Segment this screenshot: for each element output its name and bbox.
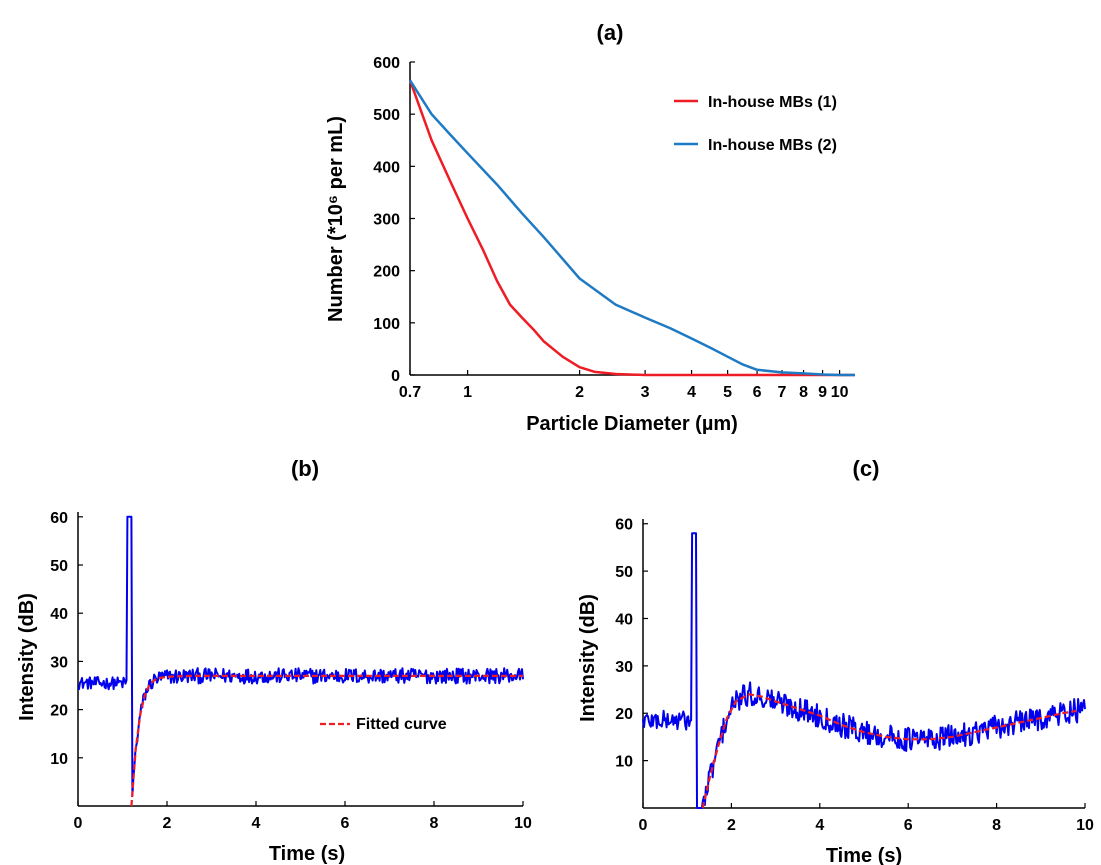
x-tick-label: 2 [727, 817, 736, 834]
x-tick-label: 3 [641, 384, 650, 401]
y-tick-label: 400 [373, 159, 400, 176]
y-tick-label: 100 [373, 316, 400, 333]
x-tick-label: 0 [74, 815, 83, 832]
panel-c: (c) Time (s) Intensity (dB) 0 2 4 6 8 10 10 20 3… [577, 456, 1094, 865]
raw-signal-line [77, 515, 524, 797]
x-tick-label: 10 [1076, 817, 1094, 834]
x-tick-label: 4 [687, 384, 696, 401]
panel-a: (a) Particle Diameter (µm) Number (*10⁶ … [325, 20, 855, 435]
x-tick-label: 6 [341, 815, 350, 832]
panel-a-label: (a) [597, 20, 624, 45]
x-tick-label: 2 [163, 815, 172, 832]
panel-b-y-axis-title: Intensity (dB) [16, 593, 38, 721]
x-tick-label: 9 [818, 384, 827, 401]
panel-c-label: (c) [853, 456, 880, 481]
y-tick-label: 500 [373, 107, 400, 124]
panel-c-plot: 0 2 4 6 8 10 10 20 30 40 50 60 [615, 517, 1094, 834]
y-tick-label: 50 [615, 564, 633, 581]
y-tick-label: 40 [615, 611, 633, 628]
y-tick-label: 300 [373, 212, 400, 229]
y-tick-label: 10 [50, 751, 68, 768]
x-tick-label: 6 [753, 384, 762, 401]
panel-b-plot: 0 2 4 6 8 10 10 20 30 40 50 60 [50, 510, 532, 832]
legend-label-series-1: In-house MBs (1) [708, 94, 837, 111]
y-tick-label: 20 [50, 703, 68, 720]
panel-a-legend: In-house MBs (1) In-house MBs (2) [674, 94, 837, 154]
x-tick-label: 8 [992, 817, 1001, 834]
panel-c-x-axis-title: Time (s) [826, 845, 902, 865]
series-line-1 [130, 674, 523, 807]
y-tick-label: 60 [50, 510, 68, 527]
x-tick-label: 8 [799, 384, 808, 401]
y-tick-label: 40 [50, 606, 68, 623]
x-tick-label: 10 [831, 384, 849, 401]
raw-signal-line [642, 532, 1086, 809]
x-tick-label: 6 [904, 817, 913, 834]
panel-b-label: (b) [291, 456, 319, 481]
panel-c-y-axis-title: Intensity (dB) [577, 594, 599, 722]
panel-a-y-axis-title: Number (*10⁶ per mL) [325, 116, 347, 322]
y-tick-label: 20 [615, 706, 633, 723]
x-tick-label: 5 [723, 384, 732, 401]
panel-a-x-axis-title: Particle Diameter (µm) [526, 413, 738, 435]
series-line-2 [408, 79, 855, 377]
y-tick-label: 30 [615, 659, 633, 676]
y-tick-label: 200 [373, 264, 400, 281]
y-tick-label: 600 [373, 55, 400, 72]
panel-b: (b) Time (s) Intensity (dB) 0 2 4 6 8 10 10 20 3… [16, 456, 532, 865]
x-tick-label: 2 [575, 384, 584, 401]
x-tick-label: 0.7 [399, 384, 421, 401]
y-tick-label: 0 [391, 368, 400, 385]
series-line-1 [701, 693, 1077, 809]
x-tick-label: 1 [463, 384, 472, 401]
y-tick-label: 60 [615, 517, 633, 534]
legend-label-series-2: In-house MBs (2) [708, 137, 837, 154]
panel-b-legend: Fitted curve [320, 716, 447, 733]
y-tick-label: 10 [615, 754, 633, 771]
x-tick-label: 0 [639, 817, 648, 834]
y-tick-label: 50 [50, 558, 68, 575]
legend-label-fitted-curve: Fitted curve [356, 716, 447, 733]
x-tick-label: 8 [430, 815, 439, 832]
y-tick-label: 30 [50, 654, 68, 671]
x-tick-label: 10 [514, 815, 532, 832]
x-tick-label: 4 [815, 817, 824, 834]
panel-b-x-axis-title: Time (s) [269, 843, 345, 865]
x-tick-label: 7 [778, 384, 787, 401]
series-line-1 [408, 79, 855, 377]
x-tick-label: 4 [252, 815, 261, 832]
